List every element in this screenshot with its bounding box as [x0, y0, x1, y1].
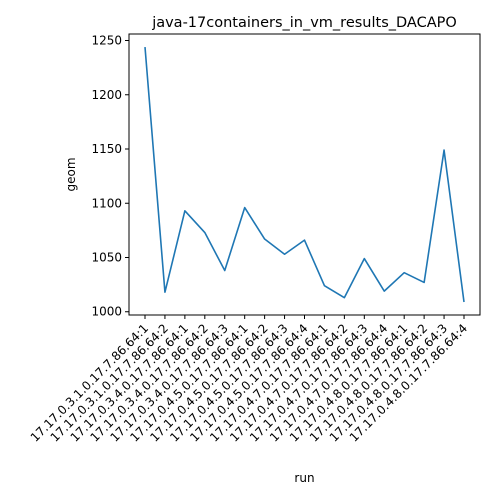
x-axis-label: run — [294, 471, 314, 485]
y-tick-label: 1200 — [91, 88, 122, 102]
chart-title: java-17containers_in_vm_results_DACAPO — [151, 15, 457, 31]
y-tick-label: 1000 — [91, 305, 122, 319]
y-tick-label: 1150 — [91, 142, 122, 156]
y-tick-label: 1250 — [91, 34, 122, 48]
y-tick-label: 1050 — [91, 250, 122, 264]
x-axis: 17.17.0.3.1.0.17.7.86.64:117.17.0.3.1.0.… — [28, 315, 470, 445]
plot-area — [128, 33, 481, 316]
y-axis-label: geom — [64, 157, 78, 191]
y-axis: 1000 1050 1100 1150 1200 1250 — [91, 34, 129, 319]
plot-frame — [128, 33, 481, 316]
y-tick-label: 1100 — [91, 196, 122, 210]
series-line-0 — [144, 46, 465, 303]
